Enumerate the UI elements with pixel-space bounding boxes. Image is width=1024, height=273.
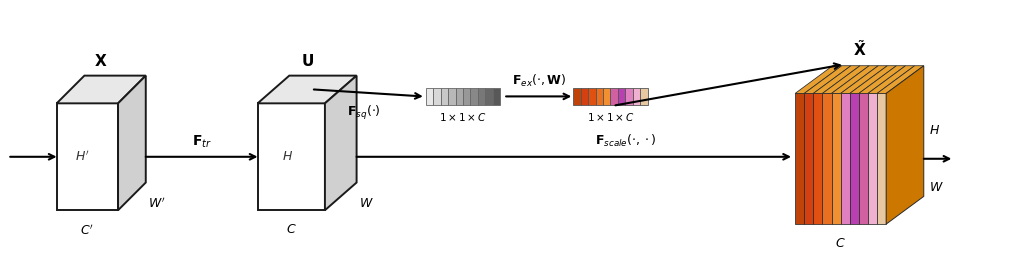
Bar bbox=[463, 88, 470, 105]
Polygon shape bbox=[56, 76, 145, 103]
Text: $H'$: $H'$ bbox=[75, 150, 90, 164]
Polygon shape bbox=[859, 93, 868, 224]
Bar bbox=[456, 88, 463, 105]
Polygon shape bbox=[859, 66, 905, 93]
Bar bbox=[470, 88, 478, 105]
Polygon shape bbox=[850, 93, 859, 224]
Text: $W$: $W$ bbox=[358, 197, 374, 210]
Bar bbox=[426, 88, 433, 105]
Polygon shape bbox=[877, 93, 886, 224]
Bar bbox=[617, 88, 626, 105]
Polygon shape bbox=[831, 66, 879, 93]
Polygon shape bbox=[877, 66, 924, 93]
Text: $1\times1\times C$: $1\times1\times C$ bbox=[439, 111, 487, 123]
Text: $C$: $C$ bbox=[836, 237, 846, 250]
Bar bbox=[440, 88, 449, 105]
Polygon shape bbox=[258, 103, 325, 210]
Text: $\tilde{\mathbf{X}}$: $\tilde{\mathbf{X}}$ bbox=[853, 39, 866, 59]
Bar bbox=[633, 88, 640, 105]
Text: $H$: $H$ bbox=[929, 123, 940, 136]
Bar bbox=[603, 88, 610, 105]
Polygon shape bbox=[804, 66, 851, 93]
Bar bbox=[640, 88, 647, 105]
Text: $1\times1\times C$: $1\times1\times C$ bbox=[587, 111, 635, 123]
Polygon shape bbox=[850, 66, 896, 93]
Polygon shape bbox=[822, 93, 831, 224]
Polygon shape bbox=[868, 66, 914, 93]
Polygon shape bbox=[841, 66, 888, 93]
Bar bbox=[573, 88, 581, 105]
Text: $C'$: $C'$ bbox=[81, 223, 94, 238]
Bar bbox=[588, 88, 596, 105]
Text: $\mathbf{F}_{scale}(\cdot,\cdot)$: $\mathbf{F}_{scale}(\cdot,\cdot)$ bbox=[595, 133, 656, 149]
Text: $H$: $H$ bbox=[283, 150, 294, 163]
Polygon shape bbox=[841, 93, 850, 224]
Bar bbox=[449, 88, 456, 105]
Text: $C$: $C$ bbox=[286, 223, 297, 236]
Text: $\mathbf{U}$: $\mathbf{U}$ bbox=[301, 53, 313, 69]
Polygon shape bbox=[56, 103, 118, 210]
Bar bbox=[433, 88, 440, 105]
Bar bbox=[478, 88, 485, 105]
Text: $\mathbf{F}_{ex}(\cdot,\mathbf{W})$: $\mathbf{F}_{ex}(\cdot,\mathbf{W})$ bbox=[512, 73, 566, 90]
Text: $\mathbf{F}_{sq}(\cdot)$: $\mathbf{F}_{sq}(\cdot)$ bbox=[347, 104, 381, 122]
Polygon shape bbox=[325, 76, 356, 210]
Text: $\mathbf{X}$: $\mathbf{X}$ bbox=[94, 53, 108, 69]
Polygon shape bbox=[822, 66, 869, 93]
Bar bbox=[626, 88, 633, 105]
Polygon shape bbox=[831, 93, 841, 224]
Text: $\mathbf{F}_{tr}$: $\mathbf{F}_{tr}$ bbox=[191, 133, 212, 150]
Text: $W$: $W$ bbox=[929, 181, 943, 194]
Polygon shape bbox=[804, 93, 813, 224]
Text: $W'$: $W'$ bbox=[147, 196, 165, 210]
Polygon shape bbox=[886, 66, 924, 224]
Bar bbox=[596, 88, 603, 105]
Polygon shape bbox=[795, 93, 804, 224]
Polygon shape bbox=[813, 93, 822, 224]
Bar bbox=[485, 88, 493, 105]
Bar bbox=[581, 88, 588, 105]
Polygon shape bbox=[813, 66, 860, 93]
Polygon shape bbox=[258, 76, 356, 103]
Polygon shape bbox=[868, 93, 877, 224]
Polygon shape bbox=[118, 76, 145, 210]
Bar bbox=[493, 88, 500, 105]
Polygon shape bbox=[795, 66, 842, 93]
Bar bbox=[610, 88, 617, 105]
